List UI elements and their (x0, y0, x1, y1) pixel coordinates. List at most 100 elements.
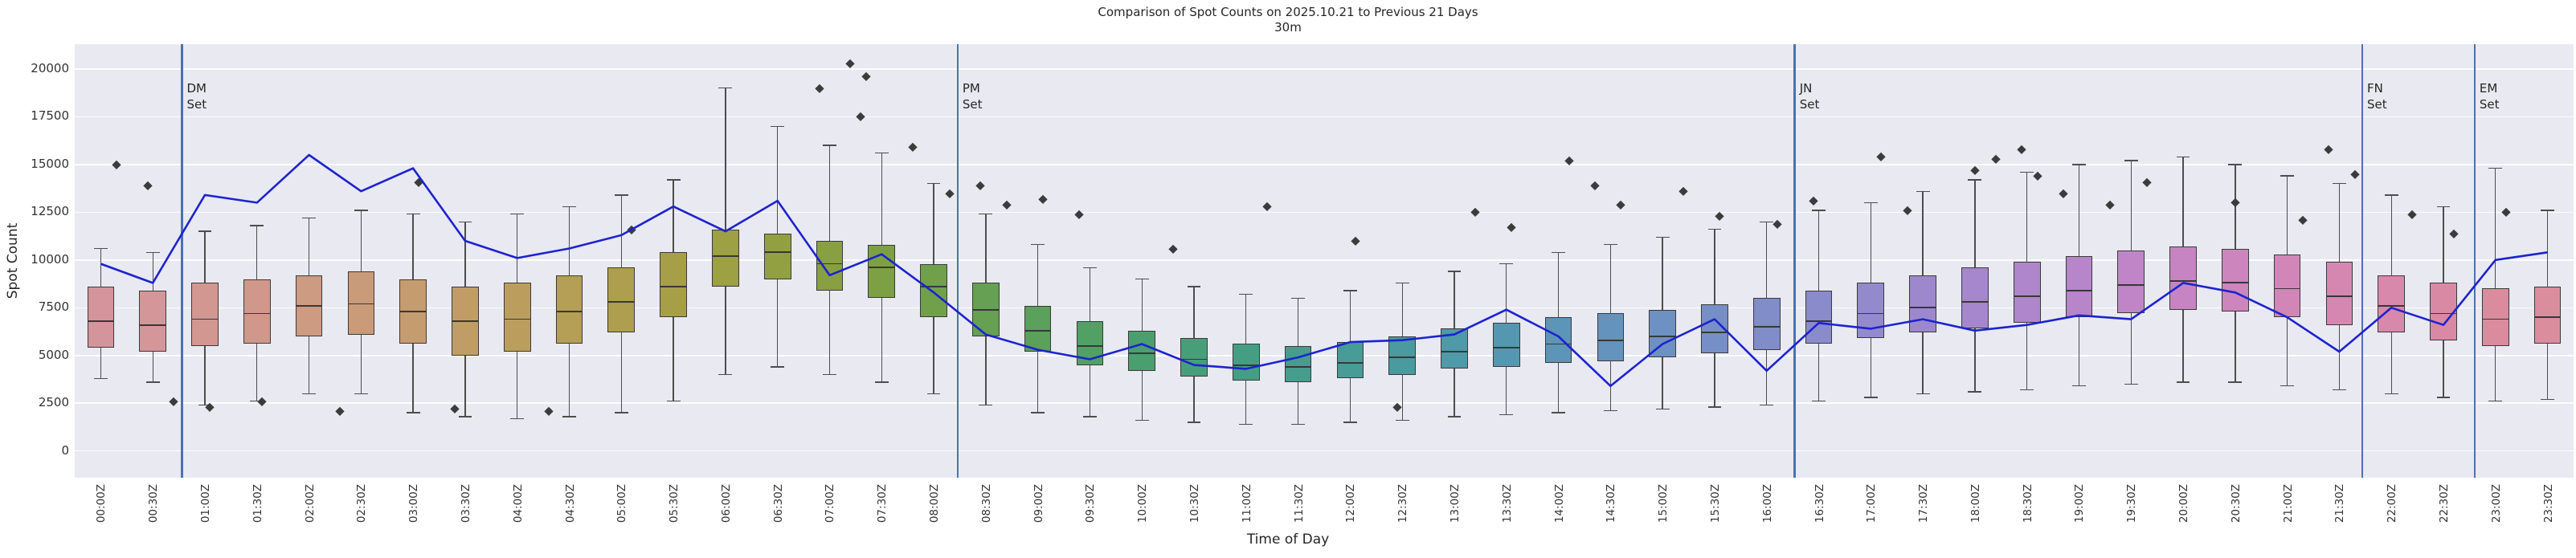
box (2065, 256, 2093, 318)
box (1909, 275, 1936, 333)
whisker-cap (562, 416, 576, 417)
whisker-cap (1603, 410, 1617, 412)
median-line (763, 251, 791, 254)
whisker-cap (1916, 190, 1930, 192)
x-tick-label: 11:30Z (1292, 484, 1306, 523)
whisker-cap (1187, 286, 1201, 287)
box (920, 263, 947, 318)
whisker-cap (1083, 416, 1097, 417)
median-line (1544, 343, 1572, 345)
x-tick-label: 23:30Z (2541, 484, 2555, 523)
whisker-cap (1447, 416, 1462, 417)
whisker-cap (1031, 412, 1045, 413)
median-line (972, 308, 1000, 311)
box (2481, 288, 2509, 346)
x-tick-label: 22:30Z (2438, 484, 2451, 523)
box (1805, 290, 1833, 344)
x-tick-label: 01:00Z (198, 484, 212, 523)
x-tick-label: 15:30Z (1708, 484, 1722, 523)
box (816, 241, 844, 291)
whisker-cap (2541, 398, 2555, 401)
median-line (295, 305, 323, 307)
x-tick-label: 18:00Z (1969, 484, 1982, 523)
median-line (1024, 329, 1052, 332)
x-tick-label: 01:30Z (251, 484, 264, 523)
whisker-cap (1239, 423, 1253, 426)
whisker-cap (2176, 381, 2190, 383)
y-gridline (75, 68, 2574, 70)
x-tick-label: 07:00Z (824, 484, 837, 523)
box (2117, 250, 2145, 314)
median-line (2169, 280, 2197, 282)
event-label-jn-set: JN Set (1799, 81, 1820, 112)
box (2013, 262, 2041, 324)
x-tick-label: 04:30Z (563, 484, 577, 523)
y-tick-label: 20000 (31, 60, 69, 75)
whisker-cap (1395, 419, 1409, 422)
x-tick-label: 07:30Z (876, 484, 889, 523)
median-line (1701, 332, 1728, 334)
median-line (1076, 344, 1104, 347)
whisker-cap (562, 206, 576, 207)
whisker-cap (614, 412, 628, 413)
box (660, 252, 687, 318)
median-line (1284, 366, 1312, 368)
median-line (452, 320, 479, 322)
x-tick-label: 09:30Z (1084, 484, 1098, 523)
whisker-cap (354, 393, 368, 394)
whisker-cap (718, 373, 733, 376)
whisker-cap (1968, 179, 1982, 181)
x-tick-label: 03:00Z (407, 484, 421, 523)
whisker-cap (1863, 202, 1878, 204)
y-gridline (75, 259, 2574, 261)
whisker-cap (2020, 389, 2034, 391)
box (1180, 338, 1208, 377)
whisker-cap (2436, 206, 2451, 207)
x-tick-label: 19:00Z (2073, 484, 2087, 523)
whisker-cap (302, 393, 316, 394)
y-tick-label: 12500 (31, 204, 69, 219)
box (2378, 275, 2406, 333)
whisker-cap (1343, 290, 1357, 291)
y-tick-label: 0 (61, 442, 69, 458)
box (2533, 287, 2562, 344)
x-tick-label: 11:00Z (1240, 484, 1253, 523)
median-line (1232, 364, 1260, 366)
x-tick-label: 03:30Z (459, 484, 472, 523)
x-tick-label: 04:00Z (511, 484, 525, 523)
median-line (2273, 287, 2301, 290)
box (1961, 267, 1989, 329)
event-label-em-set: EM Set (2479, 81, 2500, 112)
median-line (2117, 283, 2145, 286)
whisker (2495, 168, 2496, 401)
x-tick-label: 12:00Z (1344, 484, 1358, 523)
x-tick-label: 06:30Z (771, 484, 785, 523)
box (503, 283, 531, 352)
y-gridline (75, 355, 2574, 356)
box (2325, 262, 2353, 325)
median-line (868, 267, 896, 269)
box (87, 287, 115, 348)
whisker-cap (2488, 167, 2503, 169)
whisker-cap (145, 251, 160, 253)
x-tick-label: 22:00Z (2386, 484, 2399, 523)
whisker-cap (614, 194, 628, 196)
whisker-cap (823, 373, 836, 376)
whisker-cap (2020, 171, 2034, 173)
whisker-cap (2280, 385, 2295, 387)
whisker-cap (93, 377, 108, 379)
median-line (347, 303, 375, 305)
x-tick-label: 02:00Z (303, 484, 317, 523)
whisker-cap (2280, 175, 2295, 177)
x-tick-label: 14:00Z (1552, 484, 1566, 523)
y-tick-label: 7500 (38, 299, 69, 315)
median-line (1805, 320, 1833, 322)
whisker-cap (1707, 406, 1722, 408)
median-line (2430, 312, 2457, 315)
whisker-cap (771, 366, 785, 368)
median-line (2533, 316, 2562, 319)
event-line-fn-set (2361, 44, 2364, 478)
x-tick-label: 05:30Z (668, 484, 681, 523)
median-line (2325, 295, 2353, 297)
